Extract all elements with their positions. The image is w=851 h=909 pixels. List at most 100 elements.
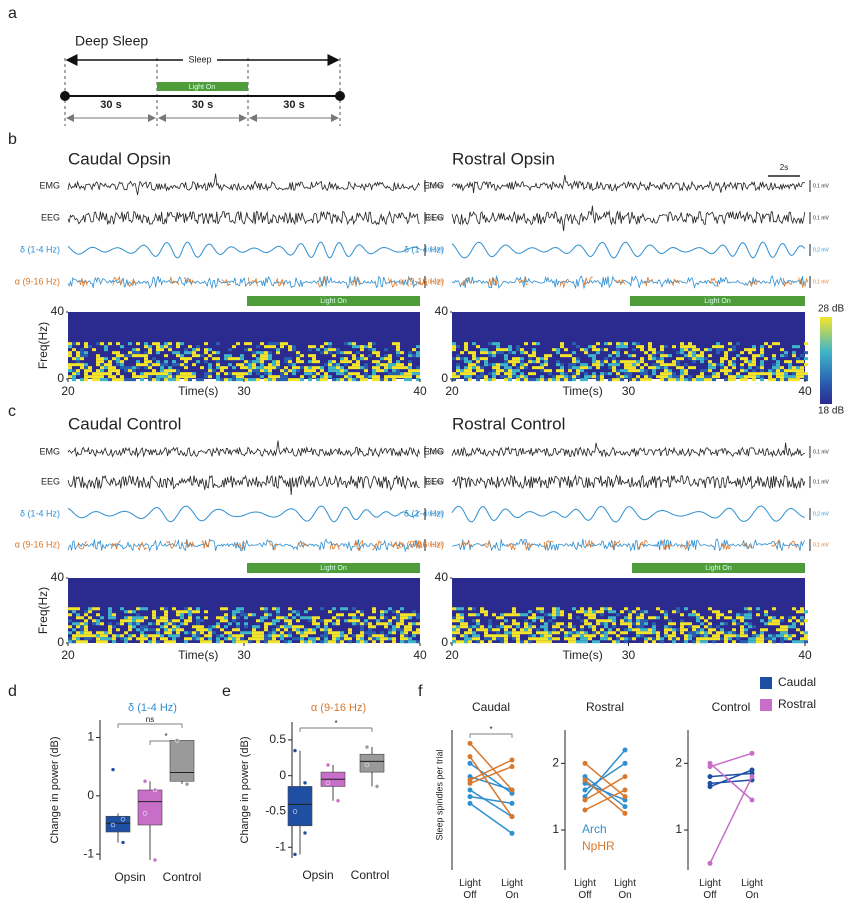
spectrogram-cell xyxy=(256,357,260,361)
spectrogram-cell xyxy=(288,363,292,367)
point xyxy=(582,807,588,813)
spectrogram-cell xyxy=(772,366,776,370)
alpha-burst xyxy=(412,540,423,549)
spectrogram-cell xyxy=(140,375,144,379)
spectrogram-cell xyxy=(96,375,100,379)
point xyxy=(707,760,713,766)
spectrogram-cell xyxy=(712,345,716,349)
spectrogram-cell xyxy=(320,634,324,638)
spectrogram-cell xyxy=(696,613,700,617)
spectrogram-cell xyxy=(604,634,608,638)
spectrogram-cell xyxy=(572,372,576,376)
spectrogram-cell xyxy=(396,616,400,620)
spectrogram-cell xyxy=(740,616,744,620)
point xyxy=(292,748,298,753)
spectrogram-cell xyxy=(284,366,288,370)
spectrogram-cell xyxy=(344,619,348,623)
spectrogram-cell xyxy=(120,607,124,611)
spectrogram-cell xyxy=(276,378,280,382)
spectrogram-cell xyxy=(244,360,248,364)
spectrogram-cell xyxy=(684,354,688,358)
spectrogram-cell xyxy=(760,360,764,364)
spectrogram-cell xyxy=(236,607,240,611)
spectrogram-cell xyxy=(380,613,384,617)
spectrogram-cell xyxy=(456,357,460,361)
spectrogram-cell xyxy=(760,366,764,370)
spectrogram-cell xyxy=(88,345,92,349)
spectrogram-cell xyxy=(176,619,180,623)
spectrogram-cell xyxy=(264,613,268,617)
spectrogram-cell xyxy=(544,360,548,364)
spectrogram-cell xyxy=(588,613,592,617)
spectrogram-cell xyxy=(656,631,660,635)
spectrogram-cell xyxy=(508,345,512,349)
spectrogram-cell xyxy=(336,622,340,626)
spectrogram-cell xyxy=(324,637,328,641)
spectrogram-cell xyxy=(244,622,248,626)
spectrogram-cell xyxy=(96,619,100,623)
spectrogram-cell xyxy=(764,357,768,361)
spectrogram-cell xyxy=(552,616,556,620)
spectrogram-cell xyxy=(552,637,556,641)
spectrogram-cell xyxy=(388,354,392,358)
spectrogram-cell xyxy=(740,625,744,629)
spectrogram-cell xyxy=(96,360,100,364)
spectrogram-cell xyxy=(772,342,776,346)
spectrogram-cell xyxy=(356,375,360,379)
spectrogram-cell xyxy=(556,369,560,373)
spectrogram-cell xyxy=(128,625,132,629)
spectrogram-cell xyxy=(372,378,376,382)
spectrogram-cell xyxy=(456,640,460,644)
spectrogram-cell xyxy=(764,342,768,346)
spectrogram-cell xyxy=(80,625,84,629)
spectrogram-cell xyxy=(748,640,752,644)
spectrogram-cell xyxy=(188,378,192,382)
spectrogram-cell xyxy=(380,634,384,638)
spectrogram-cell xyxy=(672,640,676,644)
spectrogram-cell xyxy=(680,342,684,346)
point xyxy=(120,840,126,845)
spectrogram-cell xyxy=(80,354,84,358)
spectrogram-cell xyxy=(468,363,472,367)
spectrogram-cell xyxy=(244,625,248,629)
spectrogram-cell xyxy=(452,357,456,361)
spectrogram-cell xyxy=(508,369,512,373)
spectrogram-cell xyxy=(68,351,72,355)
spectrogram-cell xyxy=(240,634,244,638)
spectrogram-cell xyxy=(784,628,788,632)
spectrogram-cell xyxy=(84,354,88,358)
spectrogram-cell xyxy=(180,363,184,367)
spectrogram-cell xyxy=(272,363,276,367)
spectrogram-cell xyxy=(236,625,240,629)
spectrogram-cell xyxy=(416,366,420,370)
spectrogram-cell xyxy=(244,631,248,635)
spectrogram-cell xyxy=(84,375,88,379)
spectrogram-cell xyxy=(136,619,140,623)
spectrogram-cell xyxy=(336,369,340,373)
spectrogram-cell xyxy=(684,345,688,349)
spectrogram-cell xyxy=(764,628,768,632)
spectrogram-cell xyxy=(644,378,648,382)
spectrogram-cell xyxy=(516,360,520,364)
spectrogram-cell xyxy=(332,634,336,638)
spectrogram-cell xyxy=(260,363,264,367)
spectrogram-cell xyxy=(500,369,504,373)
spectrogram-cell xyxy=(196,625,200,629)
spectrogram-cell xyxy=(376,363,380,367)
spectrogram-cell xyxy=(100,631,104,635)
spectrogram-cell xyxy=(788,363,792,367)
spectrogram-cell xyxy=(592,631,596,635)
point xyxy=(509,830,515,836)
alpha-burst xyxy=(749,280,760,288)
spectrogram-cell xyxy=(584,351,588,355)
spectrogram-cell xyxy=(564,625,568,629)
spectrogram-cell xyxy=(76,357,80,361)
point xyxy=(509,757,515,763)
spectrogram-cell xyxy=(132,351,136,355)
spectrogram-cell xyxy=(740,351,744,355)
spectrogram-cell xyxy=(120,622,124,626)
spectrogram-cell xyxy=(196,628,200,632)
spectrogram-cell xyxy=(240,613,244,617)
y-axis-label: Change in power (dB) xyxy=(239,736,251,843)
spectrogram-cell xyxy=(252,637,256,641)
